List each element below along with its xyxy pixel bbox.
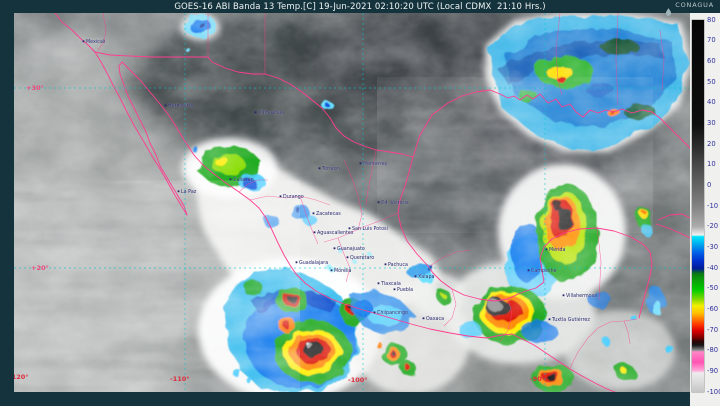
city-label: Mérida bbox=[549, 246, 565, 253]
city-label: Chihuahua bbox=[258, 110, 284, 116]
longitude-label: -100° bbox=[348, 376, 368, 384]
colorbar-panel: 80 70 60 50 40 30 20 10 0 -10 -20 -30 -40 -50 -60 -70 -8… bbox=[690, 13, 720, 406]
city-label: Puebla bbox=[397, 287, 413, 293]
city-label: Tlaxcala bbox=[380, 281, 401, 287]
colorbar-tick: -100 bbox=[707, 387, 720, 396]
pacific-wisps bbox=[14, 200, 274, 392]
city-label: Monterrey bbox=[363, 161, 388, 167]
colorbar-tick: -10 bbox=[707, 201, 719, 210]
satellite-map: +30° +20° -120° -110° -100° -90° Mexicali Herm… bbox=[14, 13, 690, 392]
city-label: Hermosillo bbox=[168, 103, 194, 109]
satellite-image: +30° +20° -120° -110° -100° -90° Mexicali Herm… bbox=[14, 13, 690, 392]
map-title: GOES-16 ABI Banda 13 Temp.[C] 19-Jun-202… bbox=[174, 1, 546, 12]
city-marker bbox=[295, 261, 298, 264]
colorbar-tick: 40 bbox=[707, 98, 716, 107]
city-label: Guanajuato bbox=[337, 246, 365, 252]
colorbar-tick: 0 bbox=[707, 180, 712, 189]
city-marker bbox=[313, 231, 316, 234]
city-label: Durango bbox=[283, 194, 304, 200]
city-marker bbox=[422, 317, 425, 320]
colorbar-tick: -50 bbox=[707, 284, 719, 293]
conagua-logo-text: CONAGUA bbox=[675, 1, 714, 9]
city-marker bbox=[330, 269, 333, 272]
latitude-label: +30° bbox=[26, 84, 44, 92]
city-marker bbox=[279, 195, 282, 198]
city-label: Mexicali bbox=[86, 39, 105, 45]
city-label: Guadalajara bbox=[299, 260, 328, 266]
city-marker bbox=[377, 282, 380, 285]
city-marker bbox=[377, 201, 380, 204]
city-marker bbox=[346, 256, 349, 259]
city-marker bbox=[545, 248, 548, 251]
city-label: Querétaro bbox=[350, 254, 374, 261]
city-marker bbox=[373, 311, 376, 314]
longitude-label: -110° bbox=[170, 375, 190, 383]
city-label: Villahermosa bbox=[566, 293, 597, 299]
longitude-label: -90° bbox=[530, 375, 545, 383]
latitude-label: +20° bbox=[31, 264, 49, 272]
city-marker bbox=[318, 167, 321, 170]
graticule-labels: +30° +20° -120° -110° -100° -90° bbox=[14, 84, 545, 384]
city-marker bbox=[333, 247, 336, 250]
city-label: Culiacán bbox=[233, 176, 254, 183]
city-marker bbox=[414, 275, 417, 278]
title-bar: GOES-16 ABI Banda 13 Temp.[C] 19-Jun-202… bbox=[0, 0, 720, 16]
city-labels: Mexicali Hermosillo Chihuahua Monterrey Torr… bbox=[82, 39, 597, 323]
graticule bbox=[14, 13, 690, 392]
colorbar-tick: 60 bbox=[707, 56, 716, 65]
colorbar-tick: 80 bbox=[707, 15, 716, 24]
city-label: Campeche bbox=[531, 268, 557, 274]
city-label: San Luis Potosí bbox=[352, 225, 389, 232]
city-marker bbox=[548, 318, 551, 321]
city-marker bbox=[348, 227, 351, 230]
city-marker bbox=[229, 178, 232, 181]
city-label: Zacatecas bbox=[316, 211, 341, 217]
city-label: Aguascalientes bbox=[317, 230, 354, 236]
colorbar-tick: -70 bbox=[707, 325, 719, 334]
city-marker bbox=[254, 111, 257, 114]
longitude-label: -120° bbox=[14, 373, 29, 381]
city-label: Chilpancingo bbox=[377, 310, 408, 316]
colorbar-tick: 10 bbox=[707, 160, 716, 169]
city-label: Xalapa bbox=[418, 274, 435, 280]
conagua-logo-icon bbox=[665, 1, 672, 16]
temperature-colorbar bbox=[692, 20, 704, 392]
colorbar-tick: -20 bbox=[707, 222, 719, 231]
colorbar-tick: -30 bbox=[707, 242, 719, 251]
city-marker bbox=[384, 263, 387, 266]
city-marker bbox=[312, 212, 315, 215]
city-label: Tuxtla Gutiérrez bbox=[551, 316, 590, 323]
city-label: La Paz bbox=[181, 189, 197, 195]
city-marker bbox=[562, 294, 565, 297]
city-label: Torreón bbox=[321, 165, 340, 172]
colorbar-tick: 30 bbox=[707, 118, 716, 127]
city-marker bbox=[527, 269, 530, 272]
colorbar-tick: 20 bbox=[707, 139, 716, 148]
conagua-logo: CONAGUA bbox=[665, 1, 714, 16]
city-label: Pachuca bbox=[388, 262, 408, 268]
city-marker bbox=[82, 40, 85, 43]
coastlines bbox=[54, 13, 690, 392]
colorbar-tick: 50 bbox=[707, 77, 716, 86]
colorbar-tick: -60 bbox=[707, 304, 719, 313]
city-marker bbox=[177, 190, 180, 193]
gulf-wisps bbox=[400, 90, 630, 220]
colorbar-tick: 70 bbox=[707, 36, 716, 45]
colorbar-tick: -40 bbox=[707, 263, 719, 272]
city-label: Morelia bbox=[334, 268, 352, 274]
city-marker bbox=[164, 104, 167, 107]
colorbar-tick: -90 bbox=[707, 366, 719, 375]
city-marker bbox=[393, 288, 396, 291]
city-label: Cd. Victoria bbox=[381, 200, 409, 206]
city-label: Oaxaca bbox=[426, 316, 444, 322]
colorbar-tick: -80 bbox=[707, 346, 719, 355]
city-marker bbox=[359, 162, 362, 165]
